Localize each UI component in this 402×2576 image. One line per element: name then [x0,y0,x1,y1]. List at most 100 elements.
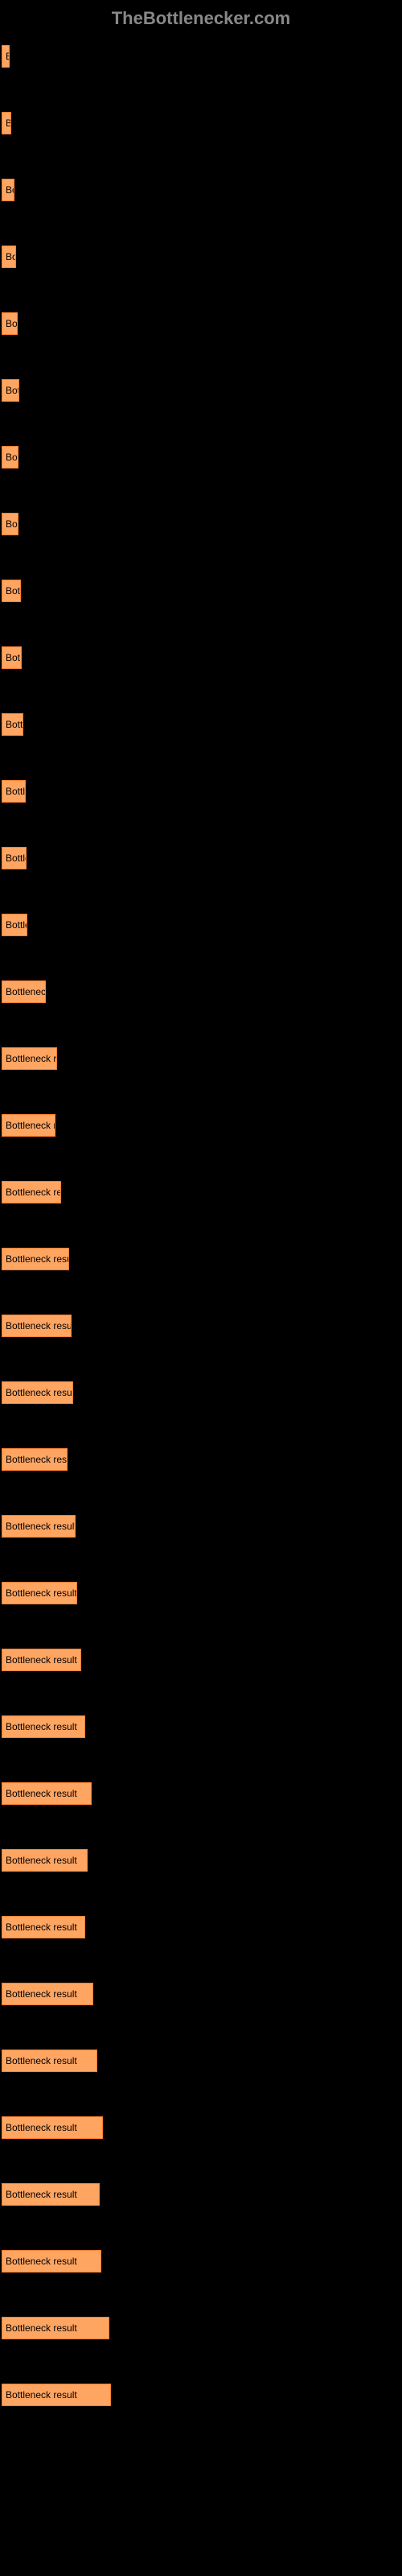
bar-row: Bottleneck result [2,2116,400,2139]
bar-row: Bo [2,513,400,535]
bar-label: Bottleneck result [6,2122,77,2133]
bar: Bo [2,446,18,469]
bar-label: Bottleneck result [6,1654,77,1666]
bar-label: B [6,51,10,62]
bar-row: Bot [2,379,400,402]
bar: Bottleneck res [2,1448,68,1471]
bar: Bottleneck result [2,1315,72,1337]
bar-label: Bottleneck result [6,2322,77,2334]
bar-row: Bo [2,446,400,469]
bar-label: Bottleneck [6,986,46,997]
bar-label: Bottle [6,786,26,797]
bar: Bot [2,580,21,602]
bar-label: Bottleneck result [6,1788,77,1799]
bar: Bot [2,646,22,669]
bar-label: B [6,118,11,129]
bar-row: Bottleneck r [2,1114,400,1137]
bar: Bottleneck result [2,1515,76,1538]
bar: Bottleneck result [2,1715,85,1738]
bar-row: Bottleneck result [2,1715,400,1738]
bar: Bottleneck result [2,1782,92,1805]
bar: Bottleneck result [2,2183,100,2206]
bar-row: Bottleneck resul [2,1181,400,1203]
bar: Bottleneck result [2,1649,81,1671]
bar: Bottleneck result [2,2116,103,2139]
bar-label: Bottle [6,919,27,931]
bar: Bottleneck result [2,2317,109,2339]
bar: Bottleneck resul [2,1181,61,1203]
bar-label: Bottleneck result [6,1922,77,1933]
header: TheBottlenecker.com [0,0,402,37]
bar-label: Bottleneck result [6,1587,77,1599]
bar-row: Bottleneck result [2,1983,400,2005]
bar-row: Bottleneck result [2,2050,400,2072]
bar: Bottleneck result [2,2050,97,2072]
bar-chart: B B Bo Bo Bo Bot Bo Bo Bot Bot Bott Bottle Bottle Bot… [0,37,402,2458]
header-title: TheBottlenecker.com [112,8,291,28]
bar-row: Bo [2,246,400,268]
bar-row: Bottleneck result [2,1649,400,1671]
bar-row: Bottleneck result [2,1916,400,1938]
bar-label: Bo [6,318,18,329]
bar: Bot [2,379,19,402]
bar-row: Bottleneck result [2,2317,400,2339]
bar-label: Bottle [6,852,27,864]
bar: Bottle [2,780,26,803]
bar-row: Bottleneck result [2,1582,400,1604]
bar-row: B [2,45,400,68]
bar-row: Bottleneck res [2,1047,400,1070]
bar-row: Bottleneck result [2,2183,400,2206]
bar-row: Bo [2,179,400,201]
bar: Bottleneck result [2,2384,111,2406]
bar-label: Bot [6,385,19,396]
bar-label: Bot [6,585,20,597]
bar-label: Bottleneck res [6,1053,57,1064]
bar: B [2,112,11,134]
bar-label: Bo [6,452,18,463]
bar: Bottleneck r [2,1114,55,1137]
bar: Bottleneck result [2,1916,85,1938]
bar-row: Bottleneck result [2,2250,400,2273]
bar: Bottleneck result [2,1381,73,1404]
bar-row: Bottleneck result [2,1782,400,1805]
bar-row: Bottleneck res [2,1448,400,1471]
bar-row: Bottle [2,780,400,803]
bar-row: Bottle [2,914,400,936]
bar: Bo [2,246,16,268]
bar: Bottleneck [2,980,46,1003]
bar-label: Bottleneck result [6,1855,77,1866]
bar-label: Bott [6,719,23,730]
bar-row: Bottleneck result [2,2384,400,2406]
bar-label: Bo [6,518,18,530]
bar-row: Bot [2,646,400,669]
bar: B [2,45,10,68]
bar-label: Bottleneck result [6,1320,72,1331]
bar-row: Bot [2,580,400,602]
bar-row: Bottleneck result [2,1248,400,1270]
bar-label: Bottleneck res [6,1454,67,1465]
bar-row: B [2,112,400,134]
bar: Bottleneck result [2,1248,69,1270]
bar: Bo [2,513,18,535]
bar-row: Bottleneck result [2,1515,400,1538]
bar-row: Bott [2,713,400,736]
bar-label: Bottleneck result [6,1387,73,1398]
bar: Bottle [2,914,27,936]
bar-label: Bottleneck r [6,1120,55,1131]
bar-label: Bottleneck result [6,2189,77,2200]
bar: Bottleneck res [2,1047,57,1070]
bar-row: Bo [2,312,400,335]
bar-label: Bot [6,652,20,663]
bar-label: Bottleneck result [6,2256,77,2267]
bar-label: Bottleneck result [6,1988,77,2000]
bar-label: Bottleneck result [6,1721,77,1732]
bar: Bo [2,179,14,201]
bar-label: Bottleneck resul [6,1187,61,1198]
bar-row: Bottleneck result [2,1381,400,1404]
bar: Bottleneck result [2,1582,77,1604]
bar-label: Bo [6,184,14,196]
bar: Bo [2,312,18,335]
bar: Bottleneck result [2,1983,93,2005]
bar-row: Bottle [2,847,400,869]
bar-row: Bottleneck [2,980,400,1003]
